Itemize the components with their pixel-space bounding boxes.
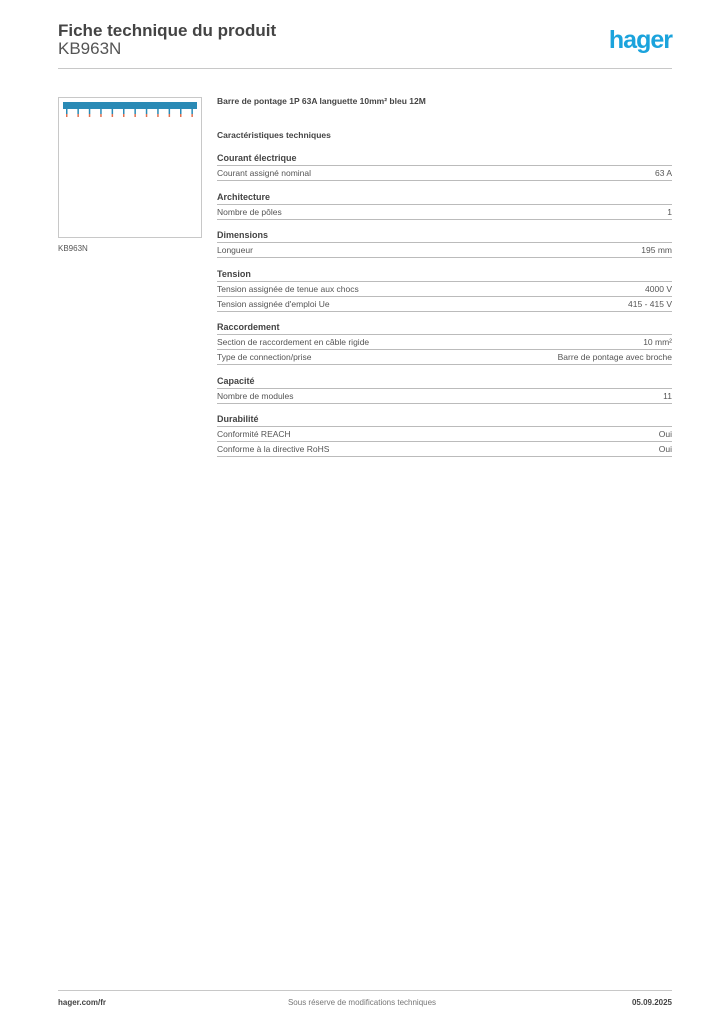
busbar-image [63,102,197,117]
busbar-pin-tip [66,114,68,117]
section-4: Raccordement Section de raccordement en c… [217,320,672,365]
section-6: Durabilité Conformité REACH Oui Conforme à … [217,412,672,457]
busbar-pin [134,109,136,114]
busbar-pin [145,109,148,114]
section-3: Tension Tension assignée de tenue aux cho… [217,267,672,312]
spec-label: Nombre de modules [217,390,294,401]
busbar-pin [111,109,114,114]
spec-value: 4000 V [645,283,672,294]
spec-label: Conformité REACH [217,429,291,439]
busbar-pin-tip [180,114,182,117]
spec-row: Nombre de modules 11 [217,389,672,404]
spec-row: Type de connection/prise Barre de pontage… [217,350,672,365]
spec-label: Section de raccordement en câble rigide [217,337,370,347]
spec-value: 11 [663,390,672,401]
spec-row: Courant assigné nominal 63 A [217,166,672,181]
busbar-pin [191,109,193,114]
spec-row: Longueur 195 mm [217,243,672,258]
busbar-pin [66,109,68,114]
characteristics-title: Caractéristiques techniques [217,130,331,140]
product-reference: KB963N [58,39,122,58]
section-title: Architecture [217,190,672,205]
busbar-pin-tip [88,114,91,117]
spec-label: Courant assigné nominal [217,168,312,178]
spec-value: Barre de pontage avec broche [557,352,672,362]
section-title: Tension [217,267,672,282]
spec-label: Nombre de pôles [217,206,282,217]
spec-value: 10 mm² [643,337,672,347]
characteristics-panel: Barre de pontage 1P 63A languette 10mm² … [217,96,672,466]
hager-logo: hager [608,26,673,54]
busbar-pin [168,109,171,114]
busbar-pin [123,109,125,114]
spec-value: 63 A [654,168,672,178]
section-title: Raccordement [217,320,672,335]
busbar-pin-tip [100,114,102,117]
busbar-pin-tip [168,114,171,117]
image-caption: KB963N [58,244,88,253]
spec-value: 1 [667,206,672,217]
spec-label: Longueur [217,245,253,255]
header-divider [58,68,672,69]
footer-website[interactable]: hager.com/fr [58,998,107,1007]
spec-label: Type de connection/prise [217,352,312,362]
section-title: Courant électrique [217,151,672,166]
spec-row: Tension assignée de tenue aux chocs 4000 … [217,282,672,297]
spec-row: Nombre de pôles 1 [217,205,672,220]
spec-label: Tension assignée d'emploi Ue [217,298,330,309]
busbar-pin-tip [145,114,148,117]
spec-row: Conformité REACH Oui [217,427,672,442]
product-name: Barre de pontage 1P 63A languette 10mm² … [217,96,426,106]
section-2: Dimensions Longueur 195 mm [217,228,672,258]
busbar-pin [157,109,159,114]
spec-row: Tension assignée d'emploi Ue 415 - 415 V [217,297,672,312]
product-image [58,97,202,238]
busbar-pin-tip [77,114,79,117]
footer-date: 05.09.2025 [631,998,672,1007]
section-1: Architecture Nombre de pôles 1 [217,190,672,220]
busbar-pin-tip [123,114,125,117]
spec-value: 415 - 415 V [628,298,672,309]
footer-notice: Sous réserve de modifications techniques [287,998,437,1007]
spec-row: Conforme à la directive RoHS Oui [217,442,672,457]
page-title: Fiche technique du produit [58,21,277,40]
spec-value: 195 mm [641,245,672,255]
busbar-pin-tip [111,114,114,117]
busbar-pin [100,109,102,114]
busbar-pin [180,109,182,114]
section-0: Courant électrique Courant assigné nomina… [217,151,672,181]
busbar-pin [88,109,91,114]
busbar-pin-tip [157,114,159,117]
busbar-pin-tip [134,114,136,117]
section-5: Capacité Nombre de modules 11 [217,374,672,404]
section-title: Capacité [217,374,672,389]
footer-divider [58,990,672,991]
section-title: Dimensions [217,228,672,243]
section-title: Durabilité [217,412,672,427]
spec-value: Oui [658,429,672,439]
spec-value: Oui [658,444,672,454]
spec-row: Section de raccordement en câble rigide 1… [217,335,672,350]
spec-label: Conforme à la directive RoHS [217,444,330,454]
busbar-pin-tip [191,114,193,117]
busbar-pin [77,109,79,114]
spec-label: Tension assignée de tenue aux chocs [217,283,359,294]
